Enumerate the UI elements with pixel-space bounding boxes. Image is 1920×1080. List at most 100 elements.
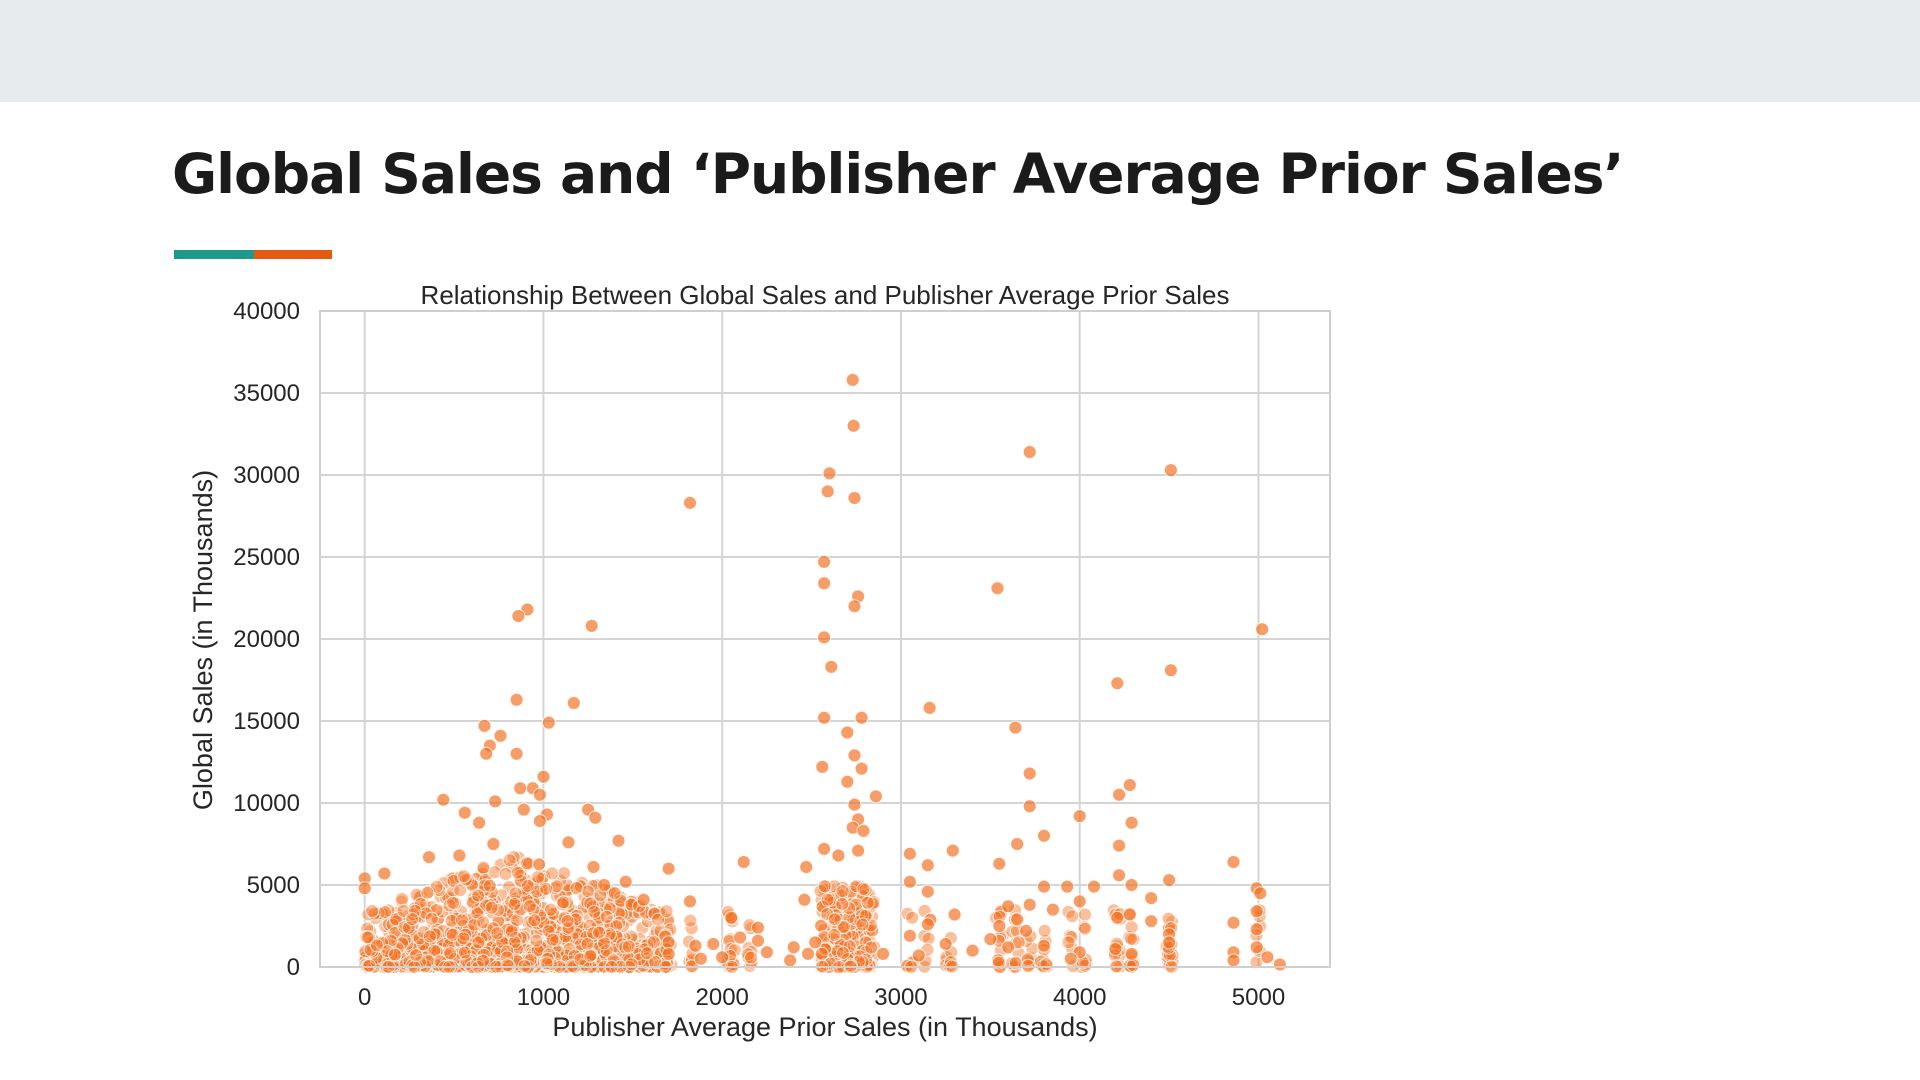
data-point [429,903,444,917]
data-point [1001,940,1016,955]
data-point [866,896,880,911]
data-point [369,938,384,953]
data-point [820,484,835,499]
data-point [1065,909,1080,924]
data-point [693,951,708,966]
data-point [504,924,519,939]
data-point [855,917,870,932]
data-point [1010,912,1025,927]
data-point [1144,914,1159,929]
data-point [983,932,998,947]
data-point [511,609,526,623]
data-point [847,748,862,763]
data-point [541,924,556,938]
data-point [649,924,664,939]
data-point [817,576,832,591]
data-point [864,940,879,955]
data-point [1124,946,1139,961]
y-axis-label: Global Sales (in Thousands) [188,470,218,810]
y-tick-label: 40000 [233,298,300,325]
data-point [1060,879,1075,894]
data-point [599,909,614,924]
data-point [1124,878,1139,892]
data-point [822,466,837,481]
data-point [549,879,564,894]
data-point [457,945,472,960]
data-point [493,728,508,743]
data-point [820,892,835,907]
data-point [1087,879,1101,894]
data-point [387,947,402,962]
data-point [991,955,1006,970]
data-point [1112,868,1127,883]
data-point [477,718,492,733]
x-axis-label: Publisher Average Prior Sales (in Thousa… [552,1012,1097,1042]
data-point [817,841,832,856]
data-point [845,372,860,387]
data-point [920,917,935,932]
data-point [405,912,420,927]
data-point [367,906,382,921]
data-point [583,896,598,911]
data-point [840,725,855,740]
data-point [447,951,462,966]
data-point [413,955,427,970]
data-point [580,937,595,951]
data-point [902,928,917,943]
data-point [851,843,866,858]
data-point [561,835,576,850]
data-point [854,710,869,725]
data-point [1272,957,1287,972]
data-point [1163,663,1178,678]
x-tick-label: 5000 [1232,984,1285,1011]
data-point [1078,907,1092,922]
data-point [543,902,558,917]
data-point [1078,921,1092,936]
data-point [1144,891,1159,906]
data-point [1112,787,1127,802]
data-point [1008,720,1023,735]
data-point [1255,622,1270,637]
data-point [446,895,461,910]
data-point [646,935,661,950]
data-point [1045,902,1060,917]
data-point [490,926,505,941]
data-point [569,881,584,895]
data-point [539,881,554,896]
data-point [715,950,730,965]
data-point [583,949,598,963]
data-point [842,901,857,916]
data-point [1260,950,1275,965]
data-point [532,787,547,802]
data-point [1124,815,1139,830]
data-point [454,913,469,928]
data-point [457,805,472,820]
data-point [1061,935,1076,950]
data-point [661,946,676,961]
x-tick-label: 2000 [696,984,749,1011]
accent-bar-orange [254,250,332,259]
data-point [902,874,917,889]
data-point [588,810,603,825]
data-point [1022,897,1037,912]
data-point [817,879,832,894]
data-point [1037,938,1051,953]
plot-frame [319,310,1331,968]
data-point [618,874,633,889]
data-point [507,935,522,950]
data-point [733,930,748,945]
data-point [808,935,823,950]
data-point [945,843,960,858]
data-point [560,914,575,929]
data-point [599,943,614,958]
data-point [377,866,392,881]
data-point [444,913,459,928]
data-point [1022,799,1037,814]
data-point [851,954,866,969]
data-point [837,920,851,934]
data-point [484,900,499,915]
data-point [938,937,953,951]
data-point [751,920,765,935]
data-point [992,919,1007,933]
data-point [1063,951,1078,966]
